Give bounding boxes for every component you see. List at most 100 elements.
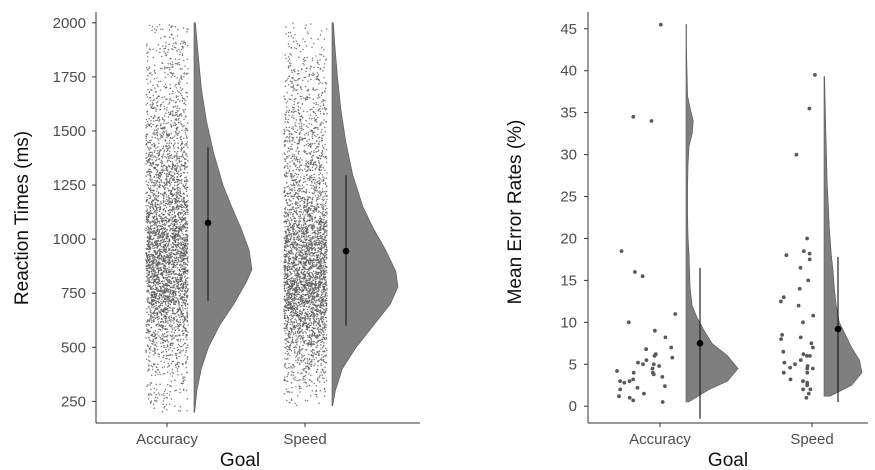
raw-data-point [172,48,174,51]
raw-data-point [313,176,315,179]
raw-data-point [171,282,173,285]
raw-data-point [292,89,295,92]
raw-data-point [173,299,175,301]
raw-data-point [164,264,166,267]
raw-data-point [157,196,159,198]
raw-data-point [302,295,304,298]
raw-data-point [187,270,189,273]
raw-data-point [322,360,325,362]
raw-data-point [168,156,170,158]
raw-data-point [160,181,163,184]
raw-data-point [154,352,157,355]
raw-data-point [147,398,150,400]
raw-data-point [171,312,174,315]
raw-data-point [183,40,185,43]
raw-data-point [177,212,179,215]
raw-data-point [149,281,152,283]
raw-data-point [148,66,151,68]
raw-data-point [149,172,151,174]
raw-data-point [314,179,317,181]
raw-data-point [146,300,149,303]
raw-data-point [177,327,179,329]
raw-data-point [159,133,161,136]
raw-data-point [152,84,154,87]
raw-data-point [181,282,183,285]
raw-data-point [175,279,178,282]
raw-data-point [146,67,148,69]
raw-data-point [151,200,153,203]
raw-data-point [164,302,167,304]
raw-data-point [292,37,295,39]
raw-data-point [285,57,287,60]
raw-data-point [147,296,149,299]
raw-data-point [177,170,180,172]
raw-data-point [309,379,312,382]
raw-data-point [164,47,167,50]
raw-data-point [170,181,172,184]
raw-data-point [148,266,150,268]
raw-data-point [318,231,320,234]
raw-data-point [151,286,153,288]
raw-data-point [163,67,166,70]
raw-data-point [161,410,164,413]
raw-data-point [157,44,160,46]
raw-data-point [175,264,178,266]
raw-data-point [155,262,157,264]
raw-data-point [145,254,148,256]
raw-data-point [170,175,172,177]
raw-data-point [165,236,168,238]
raw-data-point [168,252,170,255]
raw-data-point [176,308,179,310]
raw-data-point [184,127,187,129]
raw-data-point [169,296,172,298]
raw-data-point [311,117,313,120]
raw-data-point [179,192,182,195]
raw-data-point [167,268,170,271]
raw-data-point [308,312,311,315]
raw-data-point [286,243,288,246]
raw-data-point [184,316,186,318]
raw-data-point [178,344,181,347]
raw-data-point [168,365,170,367]
raw-data-point [177,155,179,158]
raw-data-point [159,37,162,39]
raw-data-point [166,142,168,144]
raw-data-point [168,199,170,201]
raw-data-point [182,380,185,383]
raw-data-point [171,171,173,173]
raw-data-point [181,238,184,240]
raw-data-point [156,297,159,300]
raw-data-point [153,210,156,212]
raw-data-point [155,128,158,131]
raw-data-point [159,263,161,265]
raw-data-point [170,119,173,122]
raw-data-point [284,314,286,316]
raw-data-point [148,160,150,162]
raw-data-point [171,232,173,235]
raw-data-point [179,284,182,286]
raw-data-point [171,289,173,291]
raw-data-point [179,212,182,215]
raw-data-point [171,368,174,371]
raw-data-point [147,174,149,176]
raw-data-point [158,298,160,301]
raw-data-point [145,200,148,202]
raw-data-point [176,193,178,195]
raw-data-point [156,275,158,277]
raw-data-point [146,161,149,163]
raw-data-point [155,110,157,112]
raw-data-point [181,155,184,157]
raw-data-point [295,385,297,388]
raw-data-point [176,176,179,178]
raw-data-point [181,373,183,375]
raw-data-point [164,340,166,342]
raw-data-point [287,278,290,281]
raw-data-point [185,334,187,337]
raw-data-point [168,394,171,396]
raw-data-point [146,78,148,80]
raw-data-point [323,252,326,255]
raw-data-point [287,77,289,80]
raw-data-point [321,346,324,349]
raw-data-point [150,321,153,324]
raw-data-point [161,202,163,204]
